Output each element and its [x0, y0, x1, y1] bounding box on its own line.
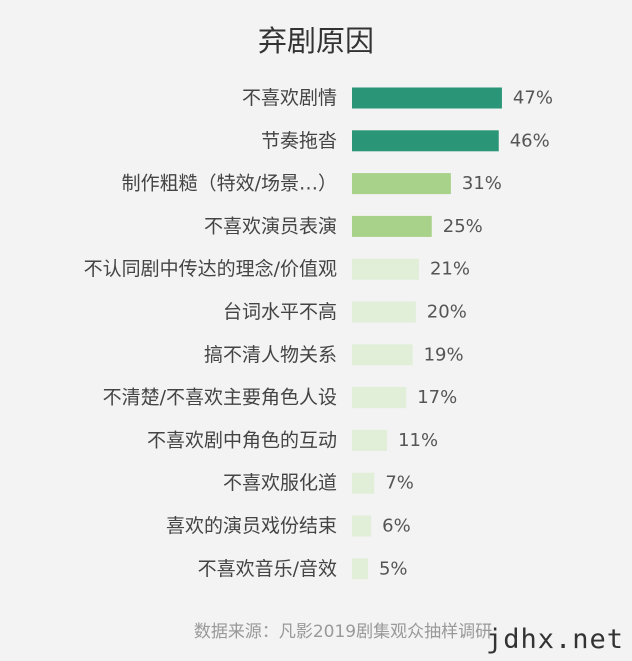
category-label: 节奏拖沓: [261, 130, 337, 152]
category-label: 喜欢的演员戏份结束: [166, 515, 337, 537]
category-label: 台词水平不高: [223, 301, 337, 323]
bar: [352, 301, 416, 323]
value-label: 21%: [430, 259, 470, 280]
bar: [352, 558, 368, 580]
category-label: 不认同剧中传达的理念/价值观: [84, 257, 337, 280]
bar: [352, 387, 407, 409]
value-label: 20%: [427, 302, 467, 323]
category-label: 不喜欢服化道: [223, 472, 337, 494]
category-label: 制作粗糙（特效/场景…）: [122, 173, 337, 195]
value-label: 31%: [462, 173, 502, 194]
value-label: 47%: [513, 88, 553, 109]
chart-title: 弃剧原因: [257, 24, 374, 58]
watermark: jdhx.net: [485, 624, 624, 655]
bar: [352, 173, 451, 195]
category-label: 不喜欢音乐/音效: [198, 558, 337, 580]
category-label: 不喜欢剧中角色的互动: [147, 429, 337, 451]
value-label: 7%: [385, 473, 414, 494]
category-label: 不喜欢剧情: [242, 87, 337, 109]
source-note: 数据来源：凡影2019剧集观众抽样调研: [193, 622, 493, 642]
bar: [352, 472, 375, 494]
category-label: 不清楚/不喜欢主要角色人设: [103, 387, 337, 409]
category-label: 搞不清人物关系: [204, 344, 337, 366]
bar: [352, 515, 372, 537]
value-label: 5%: [379, 558, 408, 579]
value-label: 19%: [424, 344, 464, 365]
bar: [352, 215, 432, 237]
value-label: 11%: [398, 430, 438, 451]
category-label: 不喜欢演员表演: [204, 215, 337, 237]
bar: [352, 344, 413, 366]
value-label: 6%: [382, 516, 411, 537]
bar: [352, 130, 499, 152]
bar: [352, 258, 419, 280]
bar: [352, 429, 388, 451]
value-label: 17%: [417, 387, 457, 408]
bar: [352, 87, 502, 109]
value-label: 46%: [510, 130, 550, 151]
value-label: 25%: [443, 216, 483, 237]
